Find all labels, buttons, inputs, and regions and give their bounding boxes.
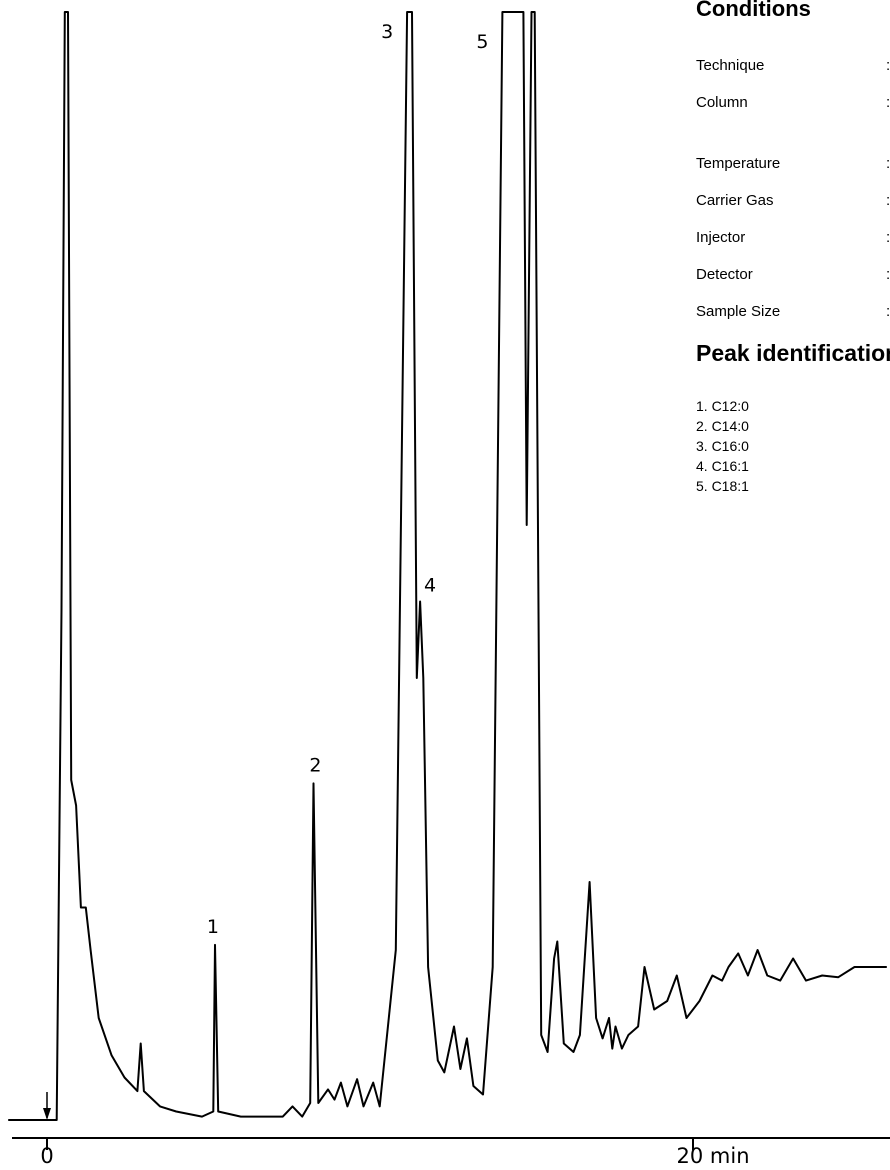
condition-separator: :: [886, 94, 890, 111]
peak-label: 4: [424, 575, 436, 597]
condition-label-detector: Detector: [696, 266, 753, 283]
condition-separator: :: [886, 155, 890, 172]
peak-label: 2: [309, 754, 321, 776]
condition-separator: :: [886, 266, 890, 283]
condition-label-temperature: Temperature: [696, 155, 781, 172]
peak-label: 5: [476, 31, 488, 53]
series-line: [8, 11, 887, 1121]
peak-id-item: 4. C16:1: [696, 458, 749, 474]
peak-id-item: 3. C16:0: [696, 438, 749, 454]
condition-label-carrier-gas: Carrier Gas: [696, 192, 774, 209]
condition-separator: :: [886, 192, 890, 209]
peak-identification-heading: Peak identification: [696, 340, 890, 366]
condition-label-technique: Technique: [696, 57, 765, 74]
conditions-heading: Conditions: [696, 0, 811, 21]
injection-arrow-head: [43, 1108, 51, 1120]
condition-separator: :: [886, 303, 890, 320]
peak-label: 3: [381, 21, 393, 43]
condition-label-injector: Injector: [696, 229, 746, 246]
peak-label: 1: [207, 916, 219, 938]
condition-separator: :: [886, 229, 890, 246]
peak-id-item: 1. C12:0: [696, 398, 749, 414]
x-tick-label: 20 min: [677, 1144, 750, 1168]
condition-label-column: Column: [696, 94, 748, 111]
peak-id-item: 5. C18:1: [696, 478, 749, 494]
x-tick-label: 0: [40, 1144, 53, 1168]
condition-label-sample-size: Sample Size: [696, 303, 781, 320]
condition-separator: :: [886, 57, 890, 74]
peak-id-item: 2. C14:0: [696, 418, 749, 434]
